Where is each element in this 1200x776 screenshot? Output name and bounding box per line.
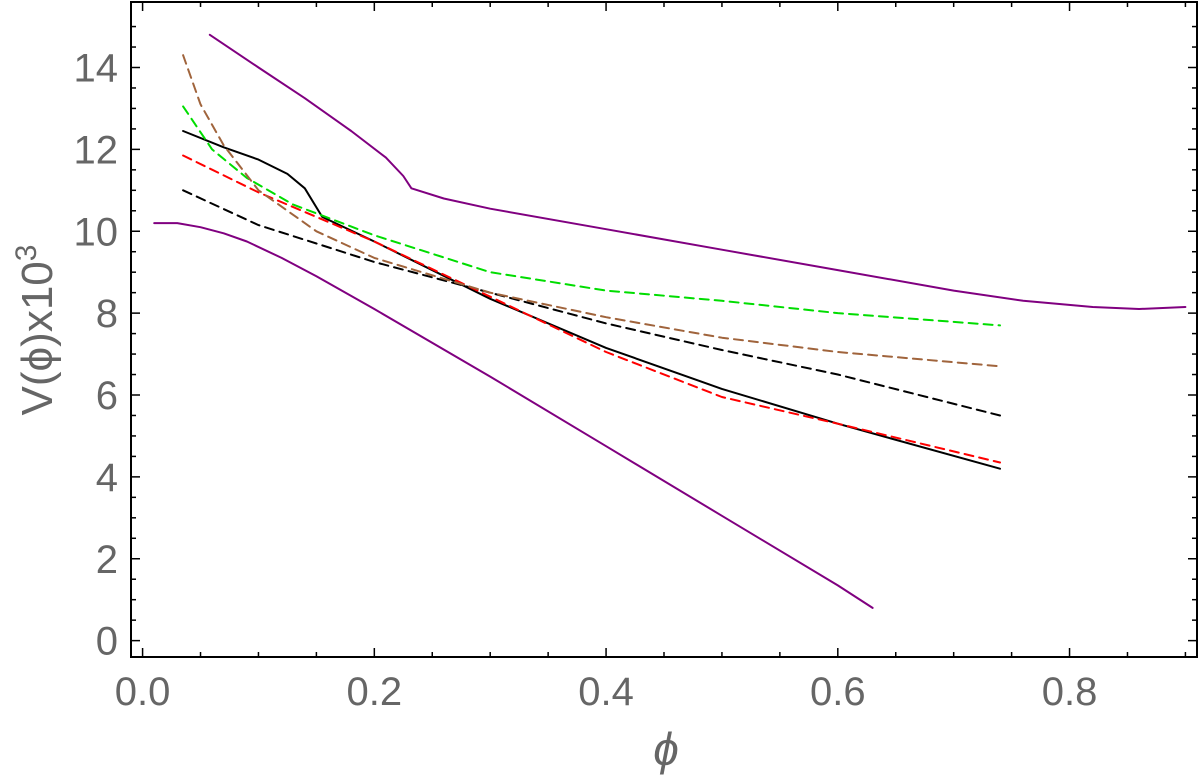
y-axis-label-exponent: 3 xyxy=(10,245,43,262)
y-tick-label: 8 xyxy=(96,292,118,336)
series-line-7 xyxy=(182,54,1001,368)
y-tick-label: 14 xyxy=(74,47,119,91)
x-axis-label: ϕ xyxy=(653,723,679,775)
x-tick-label: 0.6 xyxy=(810,670,866,714)
axis-ticks xyxy=(131,2,1197,657)
tick-labels: 0.0 0.2 0.4 0.6 0.8 0 2 4 6 8 10 12 14 xyxy=(74,47,1098,715)
y-tick-label: 10 xyxy=(74,210,119,254)
x-tick-label: 0.4 xyxy=(578,670,634,714)
series-layer xyxy=(153,33,1187,609)
series-line-1 xyxy=(208,33,1187,310)
x-tick-label: 0.0 xyxy=(115,670,171,714)
y-tick-label: 0 xyxy=(96,620,118,664)
y-tick-label: 4 xyxy=(96,456,118,500)
series-line-5 xyxy=(182,154,1001,464)
y-axis-label: V(ϕ)x103 xyxy=(10,245,62,416)
y-tick-label: 12 xyxy=(74,128,119,172)
y-axis-label-base: V(ϕ)x10 xyxy=(13,261,62,415)
series-line-2 xyxy=(153,222,874,609)
y-tick-label: 6 xyxy=(96,374,118,418)
y-tick-label: 2 xyxy=(96,538,118,582)
series-line-3 xyxy=(182,130,1001,470)
x-tick-label: 0.2 xyxy=(347,670,403,714)
plot-frame xyxy=(130,1,1198,658)
x-tick-label: 0.8 xyxy=(1042,670,1098,714)
series-line-6 xyxy=(182,105,1001,327)
